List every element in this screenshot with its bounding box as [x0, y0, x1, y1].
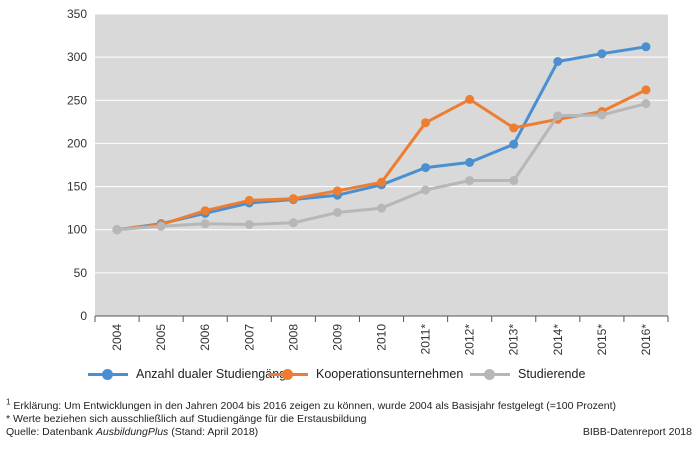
- y-tick-label: 150: [67, 180, 87, 194]
- legend-marker-icon: [484, 369, 495, 380]
- data-point: [377, 177, 386, 187]
- footnotes: 1 Erklärung: Um Entwicklungen in den Jah…: [6, 397, 696, 439]
- plot-area: [95, 14, 668, 316]
- legend-label: Kooperationsunternehmen: [316, 367, 464, 381]
- y-tick-label: 0: [80, 309, 87, 323]
- series-studierende: [112, 99, 651, 235]
- legend-swatch-icon: [88, 367, 128, 381]
- legend-label: Anzahl dualer Studiengänge: [136, 367, 294, 381]
- data-point: [465, 157, 475, 167]
- data-point: [509, 139, 519, 149]
- x-tick-label: 2016*: [639, 324, 653, 356]
- legend-item-studierende: Studierende: [470, 364, 585, 384]
- x-tick-label: 2014*: [551, 324, 565, 356]
- y-tick-label: 350: [67, 7, 87, 21]
- data-point: [377, 203, 386, 213]
- source-database-name: AusbildungPlus: [95, 426, 169, 438]
- source-suffix: (Stand: April 2018): [168, 426, 259, 438]
- legend-swatch-icon: [268, 367, 308, 381]
- data-point: [553, 111, 563, 121]
- data-point: [465, 94, 475, 104]
- data-point: [641, 85, 651, 95]
- legend-label: Studierende: [518, 367, 586, 381]
- legend-marker-icon: [282, 369, 293, 380]
- legend-swatch-icon: [470, 367, 510, 381]
- x-tick-label: 2004: [110, 324, 124, 351]
- data-point: [112, 225, 122, 235]
- data-point: [641, 99, 651, 109]
- y-tick-label: 200: [67, 136, 87, 150]
- x-axis: 2004 2005 2006 2007 2008 2009 2010 2011* 2012* 20…: [94, 315, 669, 356]
- legend: Anzahl dualer Studiengänge Kooperationsu…: [0, 364, 700, 384]
- x-tick-label: 2005: [154, 324, 168, 351]
- y-tick-label: 100: [67, 223, 87, 237]
- x-tick-label: 2009: [330, 324, 344, 351]
- x-tick-label: 2010: [375, 324, 389, 351]
- legend-item-kooperationsunternehmen: Kooperationsunternehmen: [268, 364, 463, 384]
- footnote-marker: 1: [6, 397, 11, 407]
- data-point: [597, 49, 607, 59]
- x-tick-label: 2008: [286, 324, 300, 351]
- data-point: [421, 185, 431, 195]
- data-point: [244, 195, 254, 205]
- footnote-1-text: Erklärung: Um Entwicklungen in den Jahre…: [10, 400, 617, 412]
- data-point: [553, 56, 563, 66]
- data-point: [597, 110, 607, 120]
- data-point: [244, 220, 254, 230]
- data-point: [332, 186, 342, 196]
- legend-item-anzahl-dualer-studiengaenge: Anzahl dualer Studiengänge: [88, 364, 293, 384]
- data-point: [200, 206, 210, 216]
- data-point: [288, 218, 298, 228]
- x-tick-label: 2012*: [463, 324, 477, 356]
- data-point: [421, 163, 431, 173]
- footnote-1: 1 Erklärung: Um Entwicklungen in den Jah…: [6, 397, 696, 413]
- data-point: [509, 176, 519, 186]
- source-line: Quelle: Datenbank AusbildungPlus (Stand:…: [6, 426, 696, 439]
- footnote-2: * Werte beziehen sich ausschließlich auf…: [6, 413, 367, 425]
- x-tick-label: 2006: [198, 324, 212, 351]
- data-point: [156, 221, 166, 231]
- x-tick-label: 2011*: [419, 324, 433, 355]
- source-prefix: Quelle: Datenbank: [6, 426, 96, 438]
- data-point: [200, 219, 210, 229]
- y-tick-label: 250: [67, 93, 87, 107]
- y-tick-label: 50: [74, 266, 88, 280]
- x-tick-label: 2015*: [595, 324, 609, 356]
- x-tick-label: 2007: [242, 324, 256, 351]
- y-axis: 0 50 100 150 200 250 300 350: [67, 7, 87, 323]
- x-tick-label: 2013*: [507, 324, 521, 356]
- y-tick-label: 300: [67, 50, 87, 64]
- data-point: [421, 118, 431, 128]
- data-point: [465, 176, 475, 186]
- report-credit: BIBB-Datenreport 2018: [582, 426, 692, 438]
- data-point: [641, 42, 651, 52]
- data-point: [288, 194, 298, 204]
- data-point: [332, 207, 342, 217]
- series-layer: [112, 42, 651, 235]
- legend-marker-icon: [102, 369, 113, 380]
- data-point: [509, 123, 519, 133]
